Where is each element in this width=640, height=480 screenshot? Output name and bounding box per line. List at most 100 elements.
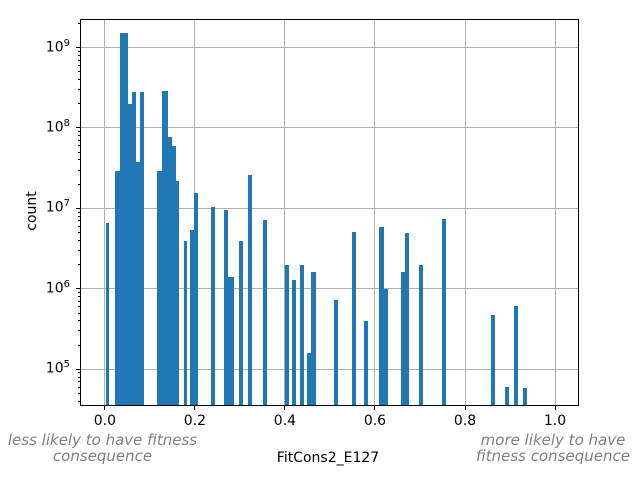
y-minor-tick-mark [77, 79, 80, 81]
histogram-bar [522, 388, 527, 405]
x-tick-mark [464, 406, 466, 410]
gridline-vertical [104, 20, 106, 405]
y-tick-label: 106 [45, 278, 70, 297]
histogram-bar [491, 314, 496, 405]
y-minor-tick-mark [77, 135, 80, 137]
y-minor-tick-mark [77, 169, 80, 171]
gridline-horizontal [81, 207, 578, 209]
y-minor-tick-mark [77, 54, 80, 56]
y-minor-tick-mark [77, 131, 80, 133]
gridline-horizontal [81, 127, 578, 129]
x-tick-label: 0.0 [93, 413, 116, 429]
x-tick-mark [284, 406, 286, 410]
y-tick-label: 109 [45, 37, 70, 56]
gridline-vertical [464, 20, 466, 405]
histogram-bar [131, 92, 136, 405]
y-minor-tick-mark [77, 139, 80, 141]
y-minor-tick-mark [77, 292, 80, 294]
y-minor-tick-mark [77, 400, 80, 402]
histogram-bar [114, 171, 120, 405]
histogram-bar [419, 264, 424, 405]
y-minor-tick-mark [77, 159, 80, 161]
y-minor-tick-mark [77, 381, 80, 383]
histogram-bar [442, 219, 447, 405]
histogram-bar [172, 146, 176, 405]
histogram-bar [239, 241, 244, 405]
y-minor-tick-mark [77, 372, 80, 374]
histogram-bar [383, 288, 388, 405]
histogram-bar [175, 180, 180, 405]
histogram-bar [513, 306, 518, 405]
histogram-bar [161, 90, 169, 405]
histogram-bar [157, 171, 162, 405]
histogram-bar [351, 231, 356, 405]
gridline-horizontal [81, 368, 578, 370]
x-axis-label: FitCons2_E127 [276, 450, 380, 466]
y-minor-tick-mark [77, 376, 80, 378]
histogram-bar [190, 229, 194, 405]
histogram-bar [183, 241, 187, 405]
y-tick-label: 107 [45, 198, 70, 217]
gridline-vertical [554, 20, 556, 405]
histogram-bar [223, 209, 229, 405]
histogram-bar [311, 272, 316, 405]
y-minor-tick-mark [77, 183, 80, 185]
y-minor-tick-mark [77, 232, 80, 234]
y-minor-tick-mark [77, 344, 80, 346]
y-minor-tick-mark [77, 386, 80, 388]
y-minor-tick-mark [77, 220, 80, 222]
histogram-bar [139, 92, 145, 405]
histogram-bar [168, 136, 173, 405]
y-minor-tick-mark [77, 145, 80, 147]
histogram-bar [135, 161, 140, 405]
y-minor-tick-mark [77, 249, 80, 251]
x-tick-label: 0.4 [273, 413, 297, 429]
y-minor-tick-mark [77, 64, 80, 66]
y-tick-mark [76, 368, 80, 370]
y-minor-tick-mark [77, 312, 80, 314]
histogram-bar [127, 103, 132, 405]
y-minor-tick-mark [77, 211, 80, 213]
x-tick-label: 0.2 [183, 413, 207, 429]
y-minor-tick-mark [77, 264, 80, 266]
histogram-bar [364, 320, 369, 405]
histogram-bar [228, 277, 235, 405]
y-minor-tick-mark [77, 22, 80, 24]
y-minor-tick-mark [77, 71, 80, 73]
y-tick-mark [76, 47, 80, 49]
y-minor-tick-mark [77, 296, 80, 298]
histogram-bar [306, 352, 312, 405]
y-minor-tick-mark [77, 59, 80, 61]
y-minor-tick-mark [77, 89, 80, 91]
y-minor-tick-mark [77, 330, 80, 332]
gridline-vertical [284, 20, 286, 405]
plot-area [80, 19, 579, 406]
histogram-bar [248, 175, 253, 405]
histogram-bar [105, 223, 110, 405]
histogram-bar [284, 264, 289, 405]
y-minor-tick-mark [77, 50, 80, 52]
x-tick-mark [554, 406, 556, 410]
x-tick-mark [104, 406, 106, 410]
y-tick-label: 108 [45, 117, 70, 136]
y-minor-tick-mark [77, 151, 80, 153]
histogram-bar [193, 193, 198, 405]
gridline-vertical [374, 20, 376, 405]
y-minor-tick-mark [77, 225, 80, 227]
histogram-bar [119, 33, 128, 405]
y-tick-mark [76, 127, 80, 129]
histogram-bar [211, 206, 216, 405]
x-tick-mark [194, 406, 196, 410]
y-minor-tick-mark [77, 239, 80, 241]
x-tick-label: 0.8 [453, 413, 477, 429]
gridline-horizontal [81, 47, 578, 49]
annotation-more-likely: more likely to have fitness consequence [476, 431, 630, 465]
y-minor-tick-mark [77, 215, 80, 217]
histogram-bar [401, 272, 406, 405]
histogram-bar [379, 226, 384, 405]
x-tick-label: 0.6 [363, 413, 387, 429]
gridline-horizontal [81, 288, 578, 290]
histogram-bar [333, 300, 338, 405]
y-minor-tick-mark [77, 306, 80, 308]
